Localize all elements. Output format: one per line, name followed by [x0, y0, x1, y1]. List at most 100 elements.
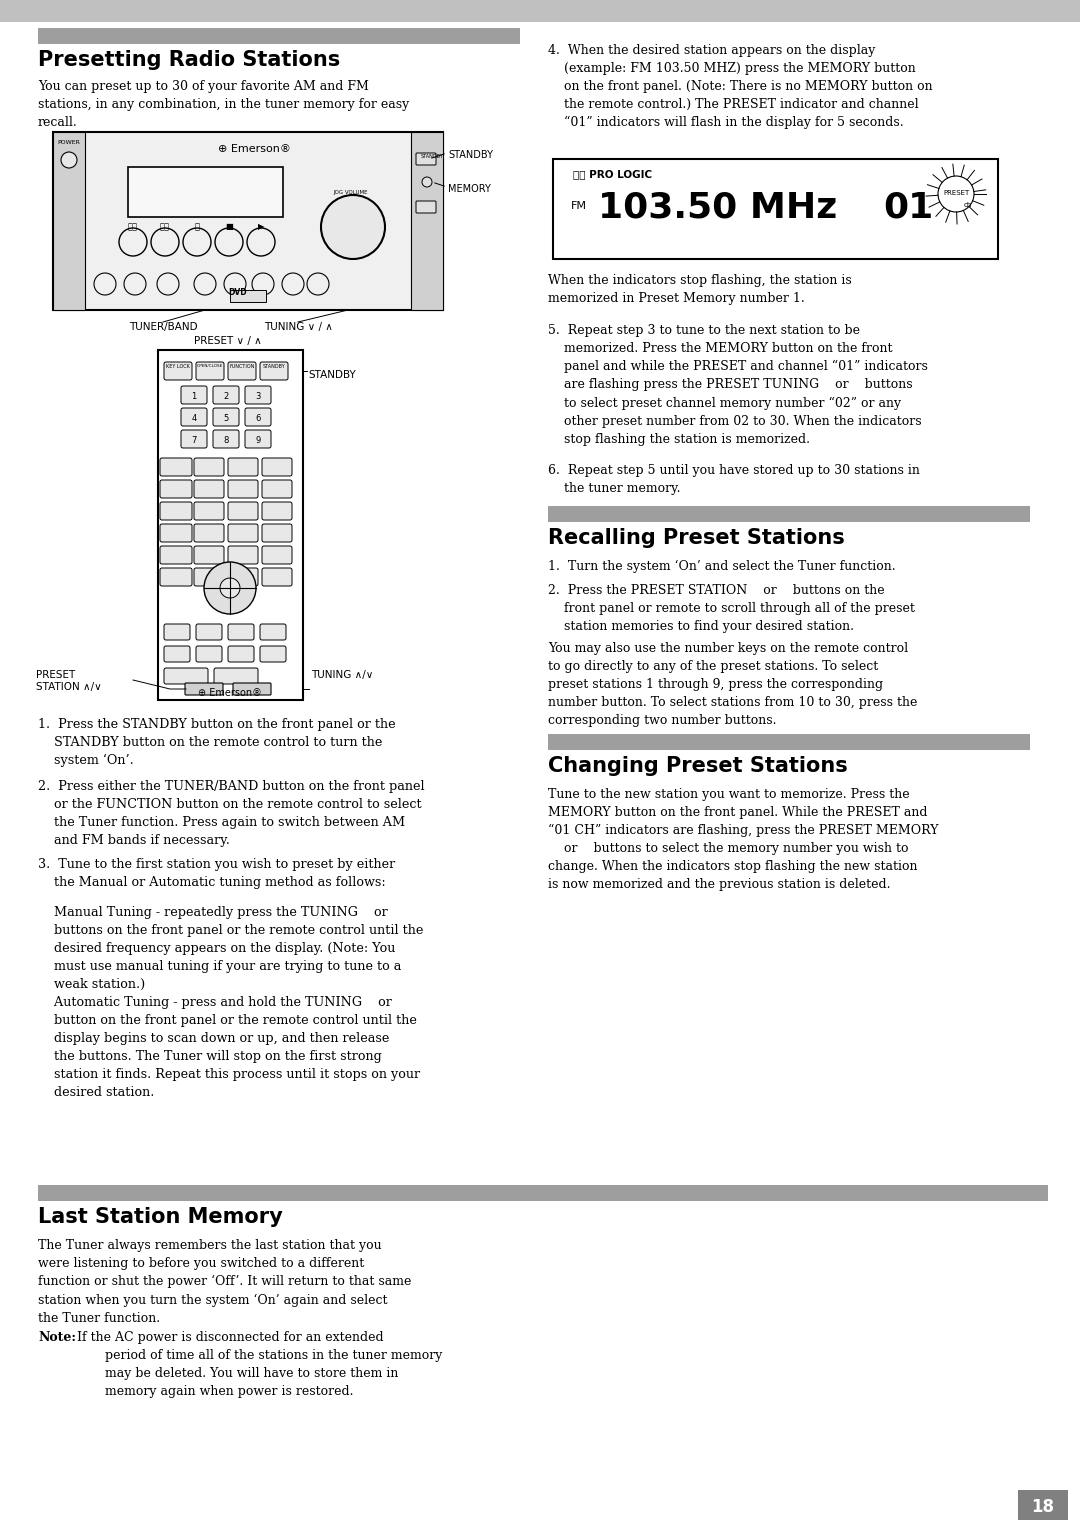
Text: ⊕ Emerson®: ⊕ Emerson® [218, 144, 291, 154]
FancyBboxPatch shape [228, 646, 254, 662]
FancyBboxPatch shape [160, 545, 192, 564]
Bar [411, 131, 443, 310]
Text: FUNCTION: FUNCTION [229, 364, 255, 368]
Text: You can preset up to 30 of your favorite AM and FM
stations, in any combination,: You can preset up to 30 of your favorite… [38, 79, 409, 128]
Text: TUNER/BAND: TUNER/BAND [129, 322, 198, 332]
FancyBboxPatch shape [181, 408, 207, 426]
Text: You may also use the number keys on the remote control
to go directly to any of : You may also use the number keys on the … [548, 642, 917, 727]
Circle shape [224, 274, 246, 295]
FancyBboxPatch shape [194, 458, 224, 477]
Text: Changing Preset Stations: Changing Preset Stations [548, 756, 848, 776]
FancyBboxPatch shape [260, 623, 286, 640]
Text: 2.  Press either the TUNER/BAND button on the front panel
    or the FUNCTION bu: 2. Press either the TUNER/BAND button on… [38, 779, 424, 847]
Text: 4: 4 [191, 414, 197, 423]
Circle shape [215, 228, 243, 257]
Text: 7: 7 [191, 435, 197, 445]
Text: ⏮⏮: ⏮⏮ [129, 222, 138, 231]
FancyBboxPatch shape [228, 480, 258, 498]
Text: 2: 2 [224, 393, 229, 400]
FancyBboxPatch shape [260, 646, 286, 662]
FancyBboxPatch shape [160, 568, 192, 587]
FancyBboxPatch shape [260, 362, 288, 380]
Circle shape [247, 228, 275, 257]
Circle shape [321, 196, 384, 260]
FancyBboxPatch shape [164, 623, 190, 640]
Text: OPEN/CLOSE: OPEN/CLOSE [197, 364, 224, 368]
FancyBboxPatch shape [213, 429, 239, 448]
FancyBboxPatch shape [185, 683, 222, 695]
Text: ⊕ Emerson®: ⊕ Emerson® [198, 688, 262, 698]
Circle shape [119, 228, 147, 257]
FancyBboxPatch shape [245, 387, 271, 403]
Text: ⎕⎕ PRO LOGIC: ⎕⎕ PRO LOGIC [573, 170, 652, 179]
FancyBboxPatch shape [262, 545, 292, 564]
FancyBboxPatch shape [181, 429, 207, 448]
Text: 1.  Turn the system ‘On’ and select the Tuner function.: 1. Turn the system ‘On’ and select the T… [548, 559, 895, 573]
FancyBboxPatch shape [160, 480, 192, 498]
FancyBboxPatch shape [160, 458, 192, 477]
Text: TUNING ∨ / ∧: TUNING ∨ / ∧ [264, 322, 333, 332]
FancyBboxPatch shape [233, 683, 271, 695]
Text: 6.  Repeat step 5 until you have stored up to 30 stations in
    the tuner memor: 6. Repeat step 5 until you have stored u… [548, 465, 920, 495]
FancyBboxPatch shape [164, 362, 192, 380]
Bar [548, 506, 1030, 523]
Text: STANDBY: STANDBY [262, 364, 285, 368]
Text: 9: 9 [255, 435, 260, 445]
Text: Last Station Memory: Last Station Memory [38, 1207, 283, 1227]
Text: STANDBY: STANDBY [421, 154, 444, 159]
Circle shape [183, 228, 211, 257]
Text: 18: 18 [1031, 1497, 1054, 1516]
Text: When the indicators stop flashing, the station is
memorized in Preset Memory num: When the indicators stop flashing, the s… [548, 274, 852, 306]
FancyBboxPatch shape [213, 387, 239, 403]
Text: 2.  Press the PRESET STATION    or    buttons on the
    front panel or remote t: 2. Press the PRESET STATION or buttons o… [548, 584, 915, 633]
Circle shape [282, 274, 303, 295]
Text: The Tuner always remembers the last station that you
were listening to before yo: The Tuner always remembers the last stat… [38, 1239, 411, 1325]
Circle shape [157, 274, 179, 295]
Text: Automatic Tuning - press and hold the TUNING    or
    button on the front panel: Automatic Tuning - press and hold the TU… [38, 996, 420, 1099]
Bar [548, 733, 1030, 750]
FancyBboxPatch shape [228, 524, 258, 542]
Text: PRESET
STATION ∧/∨: PRESET STATION ∧/∨ [36, 669, 102, 692]
Bar [553, 159, 998, 260]
FancyBboxPatch shape [194, 545, 224, 564]
Text: STANDBY: STANDBY [308, 370, 355, 380]
Text: PRESET: PRESET [943, 189, 969, 196]
FancyBboxPatch shape [228, 362, 256, 380]
FancyBboxPatch shape [160, 524, 192, 542]
FancyBboxPatch shape [164, 646, 190, 662]
Text: 1: 1 [191, 393, 197, 400]
Circle shape [124, 274, 146, 295]
Bar [38, 28, 519, 44]
Text: JOG VOLUME: JOG VOLUME [333, 189, 367, 196]
Circle shape [220, 578, 240, 597]
Text: 5.  Repeat step 3 to tune to the next station to be
    memorized. Press the MEM: 5. Repeat step 3 to tune to the next sta… [548, 324, 928, 446]
Text: 5: 5 [224, 414, 229, 423]
FancyBboxPatch shape [194, 503, 224, 520]
Text: DVD: DVD [229, 287, 247, 296]
Circle shape [204, 562, 256, 614]
Text: Recalling Preset Stations: Recalling Preset Stations [548, 529, 845, 549]
FancyBboxPatch shape [262, 524, 292, 542]
FancyBboxPatch shape [245, 408, 271, 426]
FancyBboxPatch shape [416, 153, 436, 165]
Text: ch: ch [964, 202, 972, 208]
Bar [1018, 1490, 1068, 1520]
FancyBboxPatch shape [262, 568, 292, 587]
FancyBboxPatch shape [195, 623, 222, 640]
Text: ⏸: ⏸ [194, 222, 200, 231]
Text: Presetting Radio Stations: Presetting Radio Stations [38, 50, 340, 70]
Text: 6: 6 [255, 414, 260, 423]
Text: PRESET ∨ / ∧: PRESET ∨ / ∧ [194, 336, 261, 345]
Text: ⏭⏭: ⏭⏭ [160, 222, 170, 231]
FancyBboxPatch shape [195, 362, 224, 380]
Bar [158, 350, 303, 700]
FancyBboxPatch shape [228, 545, 258, 564]
Text: 1.  Press the STANDBY button on the front panel or the
    STANDBY button on the: 1. Press the STANDBY button on the front… [38, 718, 395, 767]
FancyBboxPatch shape [160, 503, 192, 520]
Text: KEY LOCK: KEY LOCK [166, 364, 190, 368]
Circle shape [422, 177, 432, 186]
FancyBboxPatch shape [416, 202, 436, 212]
Text: FM: FM [571, 202, 588, 211]
FancyBboxPatch shape [245, 429, 271, 448]
Text: 01: 01 [883, 191, 933, 225]
